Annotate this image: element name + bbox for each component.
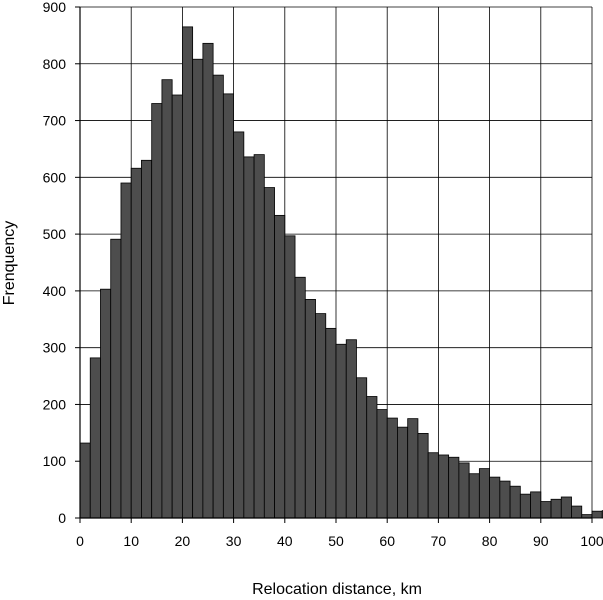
histogram-bars xyxy=(79,26,603,519)
y-tick-label: 400 xyxy=(43,283,67,299)
x-tick-label: 20 xyxy=(175,533,191,549)
histogram-bar xyxy=(376,409,388,519)
histogram-bar xyxy=(181,26,194,519)
histogram-bar xyxy=(130,167,142,519)
x-tick-labels: 0 10 20 30 40 50 60 70 80 90 100 xyxy=(76,533,603,549)
histogram-bar xyxy=(386,417,398,519)
histogram-bar xyxy=(274,214,286,519)
histogram-bar xyxy=(89,357,101,519)
histogram-bar xyxy=(489,476,501,519)
y-tick-label: 300 xyxy=(43,340,67,356)
histogram-bar xyxy=(100,288,112,519)
y-tick-label: 100 xyxy=(43,453,67,469)
histogram-bar xyxy=(397,426,409,519)
histogram-bar xyxy=(192,58,204,519)
histogram-bar xyxy=(315,313,327,519)
histogram-bar xyxy=(366,396,378,519)
histogram-bar xyxy=(243,156,255,519)
histogram-bar xyxy=(151,103,163,519)
y-tick-label: 700 xyxy=(43,113,67,129)
histogram-bar xyxy=(560,496,572,519)
histogram-bar xyxy=(284,235,296,519)
histogram-bar xyxy=(141,159,153,519)
histogram-bar xyxy=(427,452,439,519)
y-tick-labels: 0 100 200 300 400 500 600 700 800 900 xyxy=(43,0,67,526)
histogram-bar xyxy=(591,510,603,519)
x-tick-label: 90 xyxy=(533,533,549,549)
histogram-bar xyxy=(540,501,552,519)
histogram-bar xyxy=(79,442,91,519)
histogram-bar xyxy=(294,276,306,519)
x-tick-label: 60 xyxy=(379,533,395,549)
histogram-bar xyxy=(263,187,275,519)
histogram-bar xyxy=(519,493,531,519)
histogram-bar xyxy=(468,473,480,519)
histogram-bar xyxy=(478,468,490,519)
histogram-bar xyxy=(325,327,337,519)
histogram-bar xyxy=(458,462,470,519)
histogram-bar xyxy=(509,485,521,519)
histogram-bar xyxy=(120,182,132,519)
x-tick-label: 10 xyxy=(123,533,139,549)
x-tick-label: 100 xyxy=(580,533,603,549)
y-axis-label: Frenquency xyxy=(1,221,18,306)
x-tick-label: 30 xyxy=(226,533,242,549)
histogram-bar xyxy=(110,238,122,519)
histogram-bar xyxy=(233,131,245,519)
histogram-bar xyxy=(171,94,183,519)
histogram-bar xyxy=(448,456,460,519)
y-tick-label: 600 xyxy=(43,169,67,185)
y-tick-label: 800 xyxy=(43,56,67,72)
histogram-bar xyxy=(530,491,542,519)
histogram-bar xyxy=(437,454,450,519)
x-tick-label: 70 xyxy=(431,533,447,549)
histogram-bar xyxy=(161,79,173,519)
histogram-bar xyxy=(499,480,511,519)
y-tick-label: 500 xyxy=(43,226,67,242)
histogram-bar xyxy=(417,433,429,519)
histogram-bar xyxy=(407,418,419,519)
x-tick-label: 40 xyxy=(277,533,293,549)
histogram-bar xyxy=(356,377,368,519)
histogram-bar xyxy=(304,299,316,519)
y-tick-label: 900 xyxy=(43,0,67,15)
histogram-bar xyxy=(202,42,214,519)
x-tick-label: 0 xyxy=(76,533,84,549)
histogram-bar xyxy=(550,498,562,519)
histogram-bar xyxy=(212,74,224,519)
axes xyxy=(75,6,593,523)
y-tick-label: 0 xyxy=(58,510,66,526)
histogram-bar xyxy=(335,343,347,519)
histogram-bar xyxy=(253,154,265,519)
histogram-bar xyxy=(345,339,357,519)
histogram-bar xyxy=(571,505,583,519)
x-tick-label: 80 xyxy=(482,533,498,549)
x-tick-label: 50 xyxy=(328,533,344,549)
y-tick-label: 200 xyxy=(43,396,67,412)
histogram-bar xyxy=(222,93,235,519)
x-axis-label: Relocation distance, km xyxy=(252,581,422,598)
